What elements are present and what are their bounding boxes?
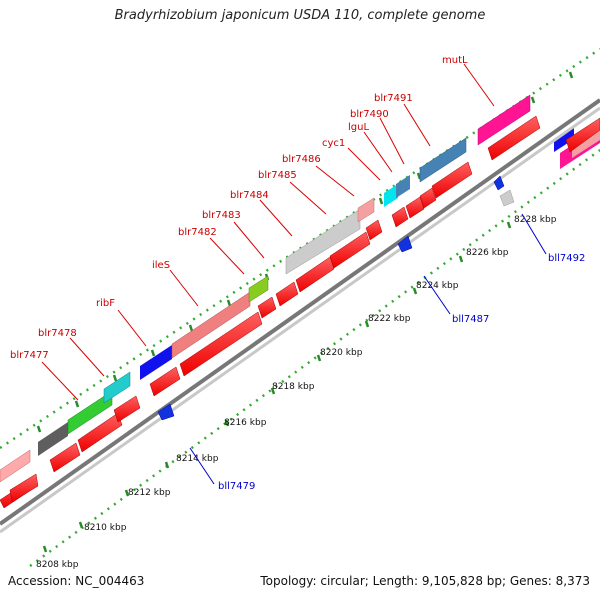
scale-label-8208: 8208 kbp — [36, 560, 79, 570]
gene-blr7482-block — [248, 275, 269, 303]
gene-label-bll7479: bll7479 — [218, 481, 255, 492]
scale-label-8212: 8212 kbp — [128, 488, 171, 498]
inner-ring — [29, 148, 600, 568]
gene-label-bll7487: bll7487 — [452, 314, 489, 325]
gene-label-blr7491: blr7491 — [374, 93, 413, 104]
gene-bll7479-arrow — [157, 403, 175, 421]
gene-blr7477-dark-block — [38, 422, 68, 456]
scale-label-8224: 8224 kbp — [416, 281, 459, 291]
gene-label-blr7482: blr7482 — [178, 227, 217, 238]
gene-labels-forward: blr7477 blr7478 ribF ileS blr7482 blr748… — [10, 55, 495, 401]
gene-lguL-block — [396, 175, 410, 198]
gene-label-blr7478: blr7478 — [38, 328, 77, 339]
scale-label-8222: 8222 kbp — [368, 314, 411, 324]
gene-label-ribF: ribF — [96, 298, 115, 309]
gene-label-blr7483: blr7483 — [202, 210, 241, 221]
gene-label-lguL: lguL — [348, 122, 369, 133]
gene-ribF-block — [103, 371, 131, 404]
inner-ticks — [42, 221, 512, 553]
topology-text: Topology: circular; Length: 9,105,828 bp… — [260, 574, 590, 588]
gene-pink-block-edge-2 — [572, 128, 600, 158]
scale-label-8226: 8226 kbp — [466, 248, 509, 258]
red-arrows — [0, 115, 600, 509]
gene-blr7484-block — [285, 208, 361, 275]
map-title: Bradyrhizobium japonicum USDA 110, compl… — [114, 8, 486, 23]
backbone-outer — [0, 98, 600, 526]
gene-label-cyc1: cyc1 — [322, 138, 345, 149]
gene-labels-reverse: bll7479 bll7487 bll7492 — [189, 213, 585, 492]
gene-grey-arrow — [499, 189, 515, 207]
backbone-inner — [0, 106, 600, 534]
gene-label-blr7490: blr7490 — [350, 109, 389, 120]
gene-cyc1-block — [384, 184, 398, 207]
scale-label-8228: 8228 kbp — [514, 215, 557, 225]
gene-mutL-block — [477, 94, 531, 146]
accession-text: Accession: NC_004463 — [8, 574, 145, 588]
gene-label-blr7485: blr7485 — [258, 170, 297, 181]
gene-label-blr7477: blr7477 — [10, 350, 49, 361]
gene-blr7477-block — [0, 449, 31, 483]
scale-label-8218: 8218 kbp — [272, 382, 315, 392]
gene-label-blr7486: blr7486 — [282, 154, 321, 165]
gene-blue-block-1 — [140, 345, 172, 380]
gene-blr7478-block — [67, 390, 113, 435]
gene-label-blr7484: blr7484 — [230, 190, 269, 201]
gene-blr7486-block — [357, 197, 375, 223]
gene-bll7492-arrow — [493, 175, 505, 191]
gene-bll7487-arrow — [397, 235, 413, 253]
gene-label-bll7492: bll7492 — [548, 253, 585, 264]
gene-label-ileS: ileS — [152, 260, 170, 271]
scale-label-8210: 8210 kbp — [84, 523, 127, 533]
gene-label-mutL: mutL — [442, 55, 468, 66]
scale-label-8216: 8216 kbp — [224, 418, 267, 428]
gene-ileS-block — [171, 291, 251, 359]
reverse-genes — [157, 175, 515, 421]
gene-blr7491-block — [419, 137, 467, 183]
gene-blue-block-2 — [554, 127, 574, 152]
scale-label-8220: 8220 kbp — [320, 348, 363, 358]
